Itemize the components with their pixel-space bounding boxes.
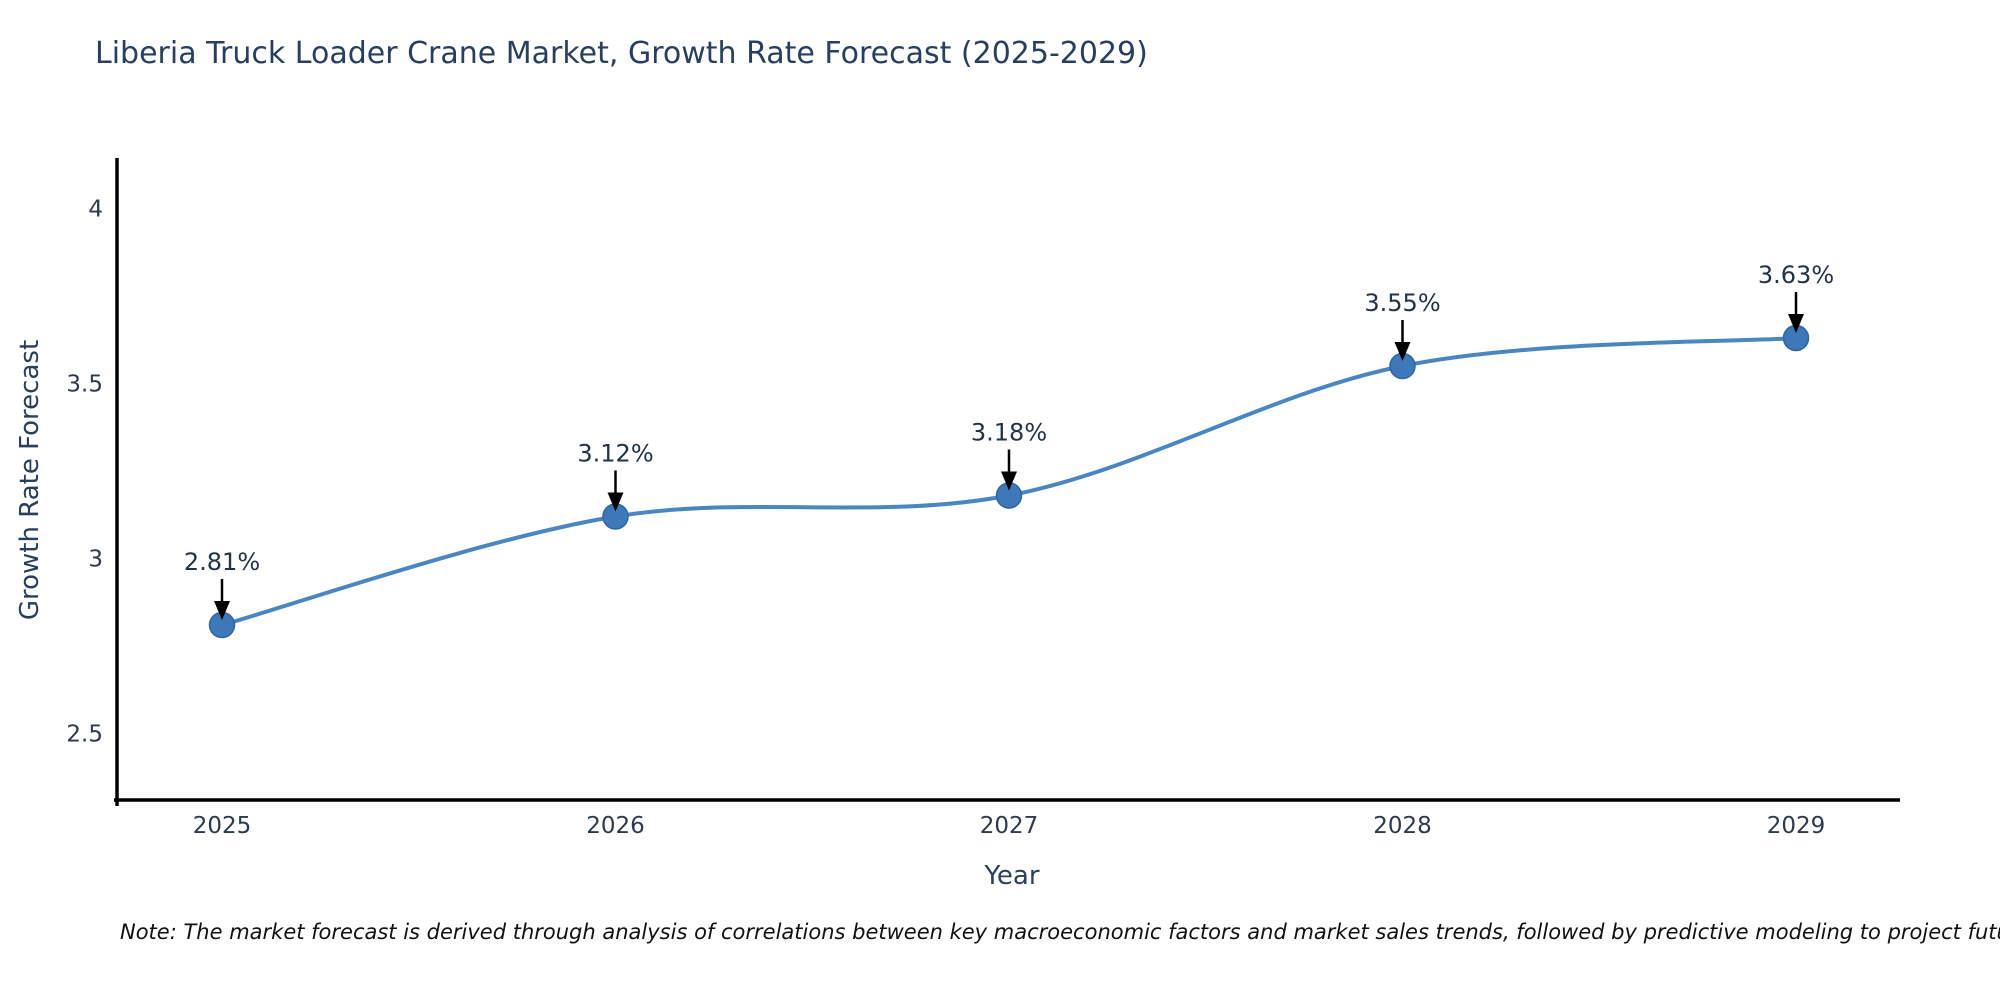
annotation-label: 3.63% [1758,261,1834,289]
x-axis-title: Year [983,861,1039,891]
x-tick-label: 2025 [193,813,252,839]
annotation-arrowhead [1788,314,1804,333]
y-tick-label: 2.5 [66,722,103,748]
y-tick-label: 3.5 [66,372,103,398]
chart-footnote: Note: The market forecast is derived thr… [120,920,2000,944]
annotation-arrowhead [1394,342,1411,361]
annotation-arrowhead [607,492,624,512]
annotation-label: 3.12% [577,440,653,468]
y-axis-tick-labels: 2.5 3 3.5 4 [66,197,103,748]
annotation-arrowhead [1001,471,1017,491]
y-tick-label: 4 [88,197,103,223]
annotation-arrowhead [214,601,230,620]
y-axis-title: Growth Rate Forecast [15,340,45,620]
chart-title: Liberia Truck Loader Crane Market, Growt… [95,36,1148,71]
y-tick-label: 3 [88,547,103,573]
x-tick-label: 2028 [1373,813,1432,839]
x-tick-label: 2026 [586,813,645,839]
series-group [208,324,1810,639]
annotations-group: 2.81% 3.12% 3.18% 3.55% 3.63% [184,261,1834,620]
annotation-label: 3.18% [971,419,1047,447]
annotation-label: 3.55% [1364,289,1440,317]
x-tick-label: 2027 [980,813,1039,839]
x-tick-label: 2029 [1767,813,1826,839]
x-axis-tick-labels: 2025 2026 2027 2028 2029 [193,813,1826,839]
annotation-label: 2.81% [184,548,260,576]
